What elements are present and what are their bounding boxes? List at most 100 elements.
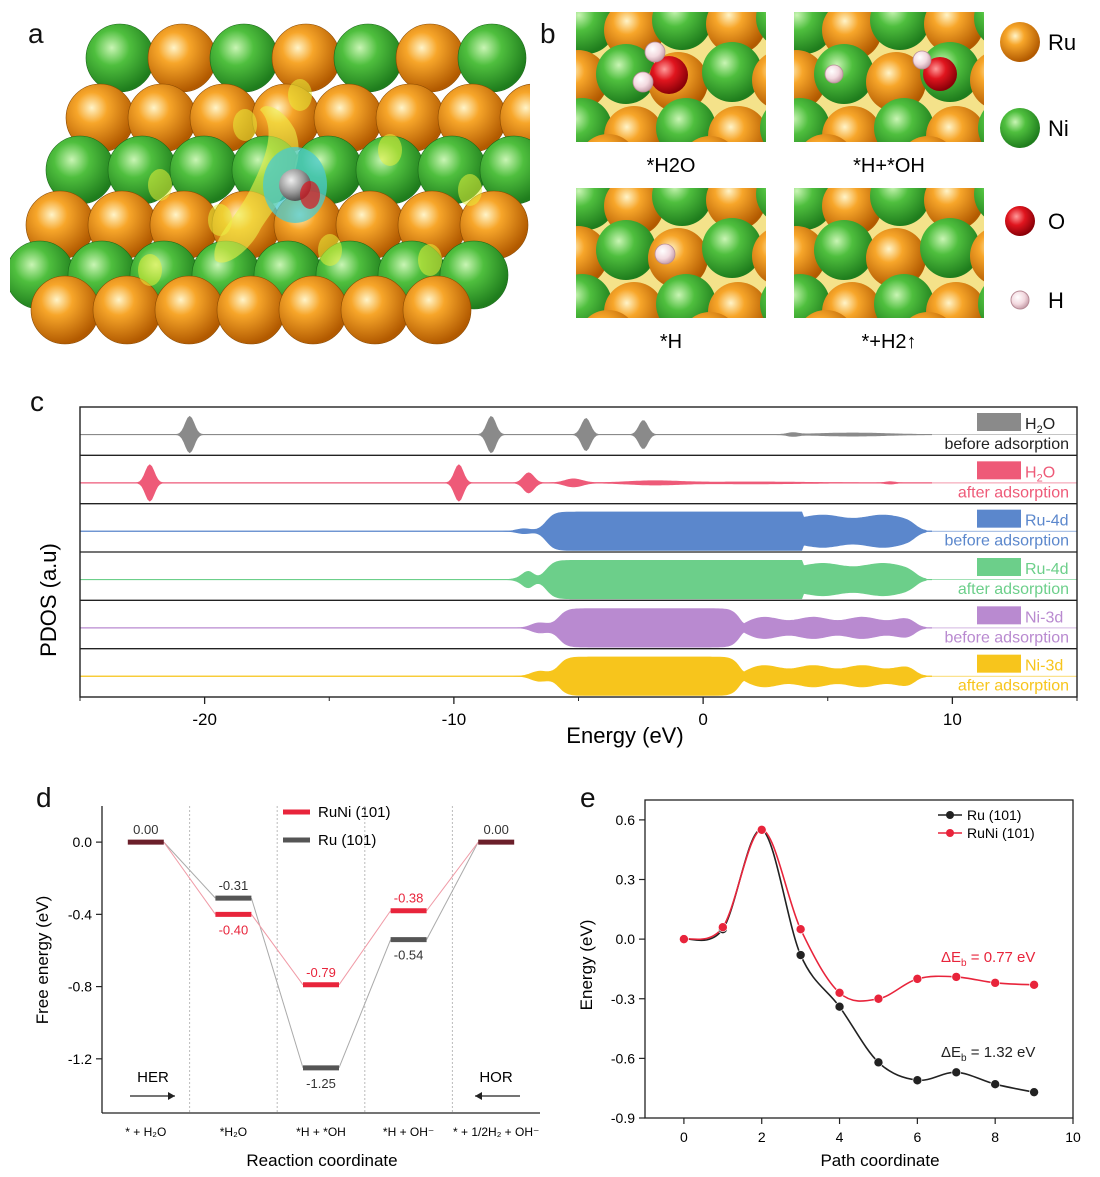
path-x-axis-label: Path coordinate xyxy=(820,1151,939,1170)
oxygen-atom xyxy=(650,56,688,94)
free-energy-y-axis-label: Free energy (eV) xyxy=(33,896,52,1025)
energy-value-label-ru: -1.25 xyxy=(306,1076,336,1091)
ru-atom xyxy=(970,54,984,106)
snapshot-tile xyxy=(576,188,766,318)
ni-atom xyxy=(920,218,980,278)
pdos-x-axis-label: Energy (eV) xyxy=(566,723,683,748)
hydrogen-atom xyxy=(824,64,844,84)
path-data-point xyxy=(834,1001,845,1012)
energy-connector xyxy=(163,841,216,915)
pdos-x-tick-label: 10 xyxy=(943,710,962,729)
pdos-legend-state: before adsorption xyxy=(944,436,1069,453)
pdos-legend-name: Ni-3d xyxy=(1025,658,1063,675)
ni-atom xyxy=(974,12,984,41)
path-data-point xyxy=(951,972,962,982)
pdos-chart: PDOS (a.u) Energy (eV) -20 -10 0 10 H2Obefo… xyxy=(36,406,1078,748)
her-arrowhead xyxy=(168,1092,175,1100)
ni-atom xyxy=(756,12,766,41)
ru-atom xyxy=(924,12,984,54)
energy-connector xyxy=(163,841,216,899)
ni-atom xyxy=(978,110,984,142)
barrier-annotation-ru: ΔEb = 1.32 eV xyxy=(941,1044,1035,1064)
path-x-tick-label: 8 xyxy=(991,1129,999,1145)
ni-atom xyxy=(978,286,984,318)
pdos-legend-state: after adsorption xyxy=(958,484,1069,501)
pdos-legend-swatch xyxy=(977,654,1021,673)
energy-path-chart: Energy (eV) Path coordinate Ru (101) RuN… xyxy=(577,799,1081,1170)
free-energy-x-axis-label: Reaction coordinate xyxy=(246,1151,397,1170)
ru-atom xyxy=(910,136,946,142)
pdos-area xyxy=(79,560,1077,600)
energy-connector xyxy=(426,841,479,912)
ni-atom xyxy=(702,218,762,278)
energy-value-label-ru: -0.54 xyxy=(394,948,424,963)
pdos-area xyxy=(79,608,1077,648)
element-legend: Ru Ni O H xyxy=(1000,22,1076,313)
legend-o-ball xyxy=(1005,206,1035,236)
ru-atom xyxy=(805,310,847,318)
path-y-tick-label: -0.3 xyxy=(611,991,635,1007)
snapshot-tile xyxy=(794,12,984,142)
pdos-area xyxy=(79,464,1077,502)
ru-atom xyxy=(692,312,728,318)
path-data-point xyxy=(990,1079,1000,1090)
ru-atom xyxy=(216,275,286,345)
ru-atom xyxy=(970,230,984,282)
ru-atom xyxy=(752,230,766,282)
panel-letter-e: e xyxy=(580,782,596,813)
free-energy-y-tick-label: -1.2 xyxy=(68,1051,92,1067)
legend-ru-label: Ru xyxy=(1048,30,1076,55)
charge-density-blob xyxy=(233,109,257,141)
state-label-h-oh: *H+*OH xyxy=(853,155,925,177)
ni-atom xyxy=(760,110,766,142)
ru-atom xyxy=(926,106,984,142)
legend-h-label: H xyxy=(1048,288,1064,313)
path-data-point xyxy=(1029,980,1039,990)
path-chart-frame xyxy=(644,799,1074,1119)
ni-atom xyxy=(596,220,656,280)
path-data-point xyxy=(756,825,767,835)
energy-value-label-ru: -0.31 xyxy=(219,878,249,893)
ru-atom xyxy=(278,275,348,345)
ru-atom xyxy=(805,134,847,142)
path-series xyxy=(683,828,1035,1002)
legend-ni-label: Ni xyxy=(1048,116,1069,141)
ni-atom xyxy=(814,220,874,280)
energy-value-label-runi: -0.79 xyxy=(306,965,336,980)
ni-atom xyxy=(333,23,403,93)
energy-connector xyxy=(426,841,479,940)
ru-atom xyxy=(648,228,708,288)
path-data-point xyxy=(873,993,884,1004)
path-x-tick-label: 6 xyxy=(913,1129,921,1145)
hor-label: HOR xyxy=(479,1069,513,1086)
path-y-tick-label: 0.0 xyxy=(616,931,636,947)
ni-atom xyxy=(756,188,766,217)
ni-atom xyxy=(870,188,930,226)
path-data-point xyxy=(873,1057,884,1068)
ru-atom xyxy=(708,106,766,142)
path-data-point xyxy=(912,974,923,984)
legend-ru-ball xyxy=(1000,22,1040,62)
path-data-point xyxy=(951,1067,962,1078)
ru-atom xyxy=(92,275,162,345)
pdos-frame xyxy=(79,406,1078,698)
ru-atom xyxy=(822,282,882,318)
path-legend-marker xyxy=(946,829,954,837)
pdos-area xyxy=(79,415,1077,454)
oxygen-atom xyxy=(300,181,320,209)
hydrogen-atom xyxy=(654,243,676,265)
path-data-point xyxy=(795,924,806,934)
ni-atom xyxy=(656,274,716,318)
pdos-x-tick-label: -20 xyxy=(192,710,217,729)
path-legend-marker xyxy=(946,811,954,819)
energy-series xyxy=(163,841,479,1069)
pdos-x-tick-label: 0 xyxy=(698,710,707,729)
path-y-tick-label: 0.6 xyxy=(616,812,636,828)
path-y-axis-label: Energy (eV) xyxy=(577,920,596,1011)
ni-atom xyxy=(576,98,612,142)
pdos-legend-name: H2O xyxy=(1025,416,1055,436)
ni-atom xyxy=(209,23,279,93)
reaction-step-label: *H + OH⁻ xyxy=(383,1125,434,1139)
charge-density-blob xyxy=(458,174,482,206)
